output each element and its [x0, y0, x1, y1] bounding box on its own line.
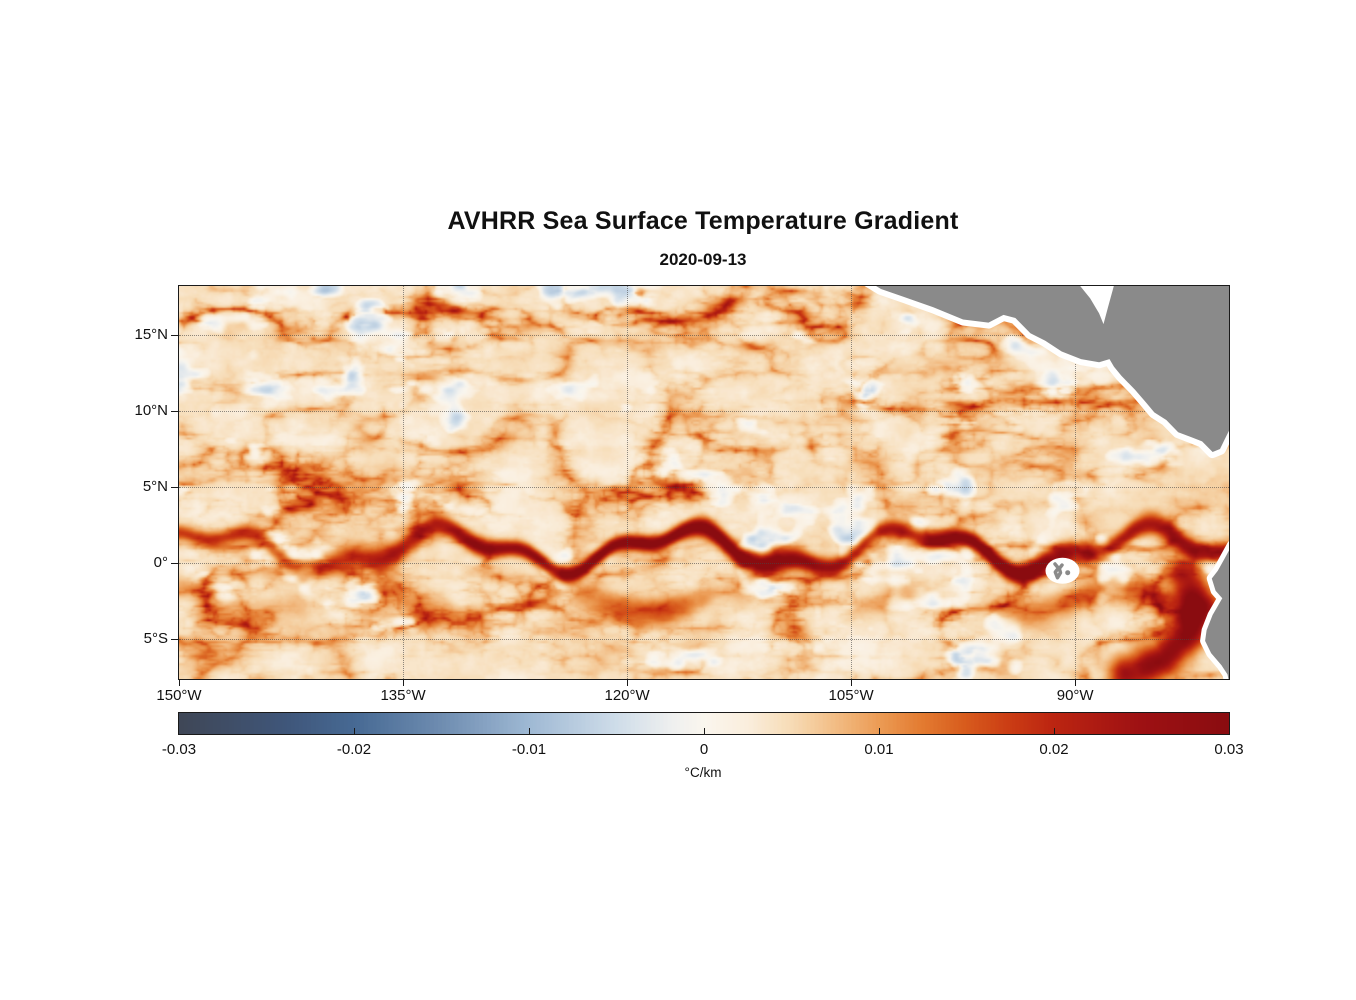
gridline-vertical — [1075, 286, 1077, 679]
x-tick-label: 90°W — [1056, 687, 1094, 704]
gridline-horizontal — [179, 487, 1229, 489]
y-axis-tick — [171, 563, 178, 565]
y-tick-label: 5°S — [143, 630, 168, 648]
colorbar-tick — [879, 728, 880, 734]
x-tick-label: 135°W — [380, 687, 426, 704]
x-tick-label: 150°W — [156, 687, 202, 704]
gridline-vertical — [627, 286, 629, 679]
colorbar-tick-label: -0.03 — [161, 741, 197, 758]
colorbar-tick-label: 0.01 — [864, 741, 894, 758]
y-tick-label: 0° — [153, 554, 168, 572]
south-america — [1200, 541, 1229, 679]
gridline-horizontal — [179, 639, 1229, 641]
chart-title: AVHRR Sea Surface Temperature Gradient — [447, 207, 959, 235]
gridline-vertical — [403, 286, 405, 679]
x-tick-label: 105°W — [828, 687, 874, 704]
colorbar-tick-label: -0.02 — [336, 741, 372, 758]
y-tick-label: 10°N — [134, 401, 168, 419]
gridline-horizontal — [179, 410, 1229, 412]
y-axis-tick — [171, 639, 178, 641]
colorbar-tick-label: 0.02 — [1039, 741, 1069, 758]
y-tick-label: 5°N — [142, 478, 168, 496]
galapagos-isabela-island — [1053, 562, 1064, 580]
gridline-horizontal — [179, 334, 1229, 336]
colorbar-unit-label: °C/km — [684, 765, 722, 780]
colorbar-tick — [704, 728, 705, 734]
y-axis-tick — [171, 487, 178, 489]
gridlines — [179, 286, 1229, 679]
y-tick-label: 15°N — [134, 325, 168, 343]
colorbar-tick — [1054, 728, 1055, 734]
x-axis-tick — [851, 680, 853, 686]
map-plot-area — [178, 285, 1230, 680]
x-tick-label: 120°W — [604, 687, 650, 704]
y-axis-tick — [171, 334, 178, 336]
galapagos-island-dot — [1065, 570, 1071, 576]
central-america — [864, 286, 1229, 458]
colorbar-gradient — [179, 713, 1229, 734]
y-axis-tick — [171, 410, 178, 412]
gridline-horizontal — [179, 563, 1229, 565]
gridline-vertical — [851, 286, 853, 679]
colorbar-tick — [529, 728, 530, 734]
galapagos-nodata-halo — [1045, 557, 1080, 584]
chart-subtitle-date: 2020-09-13 — [659, 250, 747, 269]
colorbar — [178, 712, 1230, 735]
x-axis-tick — [1075, 680, 1077, 686]
x-axis-tick — [179, 680, 180, 686]
colorbar-tick-label: 0.03 — [1214, 741, 1244, 758]
colorbar-tick — [354, 728, 355, 734]
land-overlay — [864, 286, 1229, 679]
x-axis-tick — [403, 680, 405, 686]
colorbar-tick-label: 0 — [699, 741, 709, 758]
colorbar-tick-label: -0.01 — [511, 741, 547, 758]
x-axis-tick — [627, 680, 629, 686]
caribbean-nodata — [1080, 286, 1114, 325]
